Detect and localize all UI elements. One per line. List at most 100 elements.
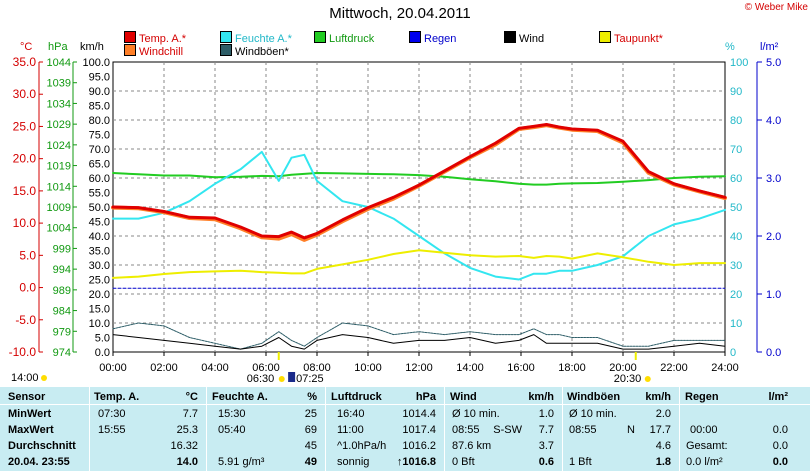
temp-tick-label: 0.0 [19, 281, 36, 295]
humidity-tick-label: 80 [730, 115, 742, 127]
copyright-label: © Weber Mike [744, 2, 808, 13]
gust-info: 08:55 [569, 424, 597, 436]
legend-windchill: Windchill [124, 44, 184, 58]
wind-axis-unit: km/h [80, 41, 104, 53]
row-label: 20.04. 23:55 [8, 456, 70, 468]
gust-beaufort: 1 Bft [569, 456, 592, 468]
gust-value: 17.7 [649, 424, 671, 436]
pressure-tick-label: 1014 [47, 181, 71, 193]
header-rain: Regen [685, 391, 719, 403]
pressure-value: 1014.4 [402, 408, 436, 420]
wind-tick-label: 30.0 [89, 260, 110, 272]
table-divider [679, 387, 680, 471]
temp-time: 07:30 [98, 408, 126, 420]
temp-value: 16.32 [170, 440, 198, 452]
wind-value: 1.0 [538, 408, 554, 420]
gust-value: 1.8 [655, 456, 671, 468]
legend-temp-swatch [124, 31, 136, 43]
humidity-tick-label: 0 [730, 347, 736, 359]
rain-total-label: Gesamt: [686, 440, 728, 452]
rain-tick-label: 3.0 [766, 173, 781, 185]
temp-value: 7.7 [182, 408, 198, 420]
legend-dewpoint-swatch [599, 31, 611, 43]
wind-tick-label: 100.0 [82, 57, 110, 69]
pressure-value: 1016.2 [402, 440, 436, 452]
humidity-tick-label: 40 [730, 231, 742, 243]
wind-tick-label: 0.0 [95, 347, 110, 359]
header-humidity-unit: % [307, 391, 317, 403]
temp-tick-label: 30.0 [13, 87, 37, 101]
wind-tick-label: 95.0 [89, 72, 110, 84]
legend-gusts: Windböen* [220, 44, 289, 58]
header-pressure-unit: hPa [415, 391, 436, 403]
pressure-axis-unit: hPa [48, 41, 68, 53]
pressure-tick-label: 1009 [47, 202, 71, 214]
wind-distance: 87.6 km [452, 440, 492, 452]
humidity-tick-label: 70 [730, 144, 742, 156]
wind-tick-label: 50.0 [89, 202, 110, 214]
x-tick-label: 06:00 [252, 362, 280, 374]
humidity-value: 25 [304, 408, 317, 420]
wind-value: 7.7 [538, 424, 554, 436]
series-line-feuchte-a [112, 150, 726, 281]
temp-value: 25.3 [176, 424, 198, 436]
rain-value: 0.0 [772, 424, 788, 436]
sun-icon [644, 376, 651, 382]
sun-icon [278, 376, 285, 382]
series-line-temp-a [111, 123, 727, 240]
humidity-tick-label: 10 [730, 318, 742, 330]
legend-rain-label: Regen [424, 33, 457, 45]
row-label: Durchschnitt [8, 440, 76, 452]
header-humidity: Feuchte A. [212, 391, 268, 403]
legend-rain: Regen [409, 31, 457, 45]
table-divider [562, 387, 563, 471]
chart-title: Mittwoch, 20.04.2011 [329, 5, 471, 22]
gust-info: Ø 10 min. [569, 408, 617, 420]
wind-value: 0.6 [538, 456, 554, 468]
summary-table: Sensor Temp. A. °C Feuchte A. % Luftdruc… [0, 387, 810, 471]
humidity-time: 15:30 [218, 408, 246, 420]
header-wind-unit: km/h [528, 391, 554, 403]
temp-tick-label: 5.0 [19, 248, 36, 262]
humidity-axis-unit: % [725, 41, 735, 53]
table-divider [325, 387, 326, 471]
weather-chart: °C hPa km/h% l/m² 35.0 30.0 25.0 20.0 15.0 10.0 5.… [9, 41, 782, 385]
legend-pressure-label: Luftdruck [329, 33, 375, 45]
row-label: MinWert [8, 408, 52, 420]
legend-humidity-label: Feuchte A.* [235, 33, 292, 45]
moonrise-label: 07:25 [296, 373, 324, 385]
rain-tick-label: 2.0 [766, 231, 781, 243]
legend-wind-swatch [504, 31, 516, 43]
header-sensor: Sensor [8, 391, 46, 403]
header-pressure: Luftdruck [331, 391, 382, 403]
legend-windchill-label: Windchill [139, 46, 184, 58]
x-tick-label: 16:00 [507, 362, 535, 374]
humidity-value: 69 [304, 424, 317, 436]
header-gusts-unit: km/h [645, 391, 671, 403]
pressure-tick-label: 1029 [47, 119, 71, 131]
pressure-tick-label: 979 [53, 326, 71, 338]
humidity-value: 49 [304, 456, 317, 468]
header-rain-unit: l/m² [768, 391, 788, 403]
legend-windchill-swatch [124, 44, 136, 56]
pressure-tick-label: 984 [53, 306, 71, 318]
wind-value: 3.7 [538, 440, 554, 452]
sunset-label: 20:30 [614, 373, 642, 385]
table-divider [0, 404, 810, 405]
wind-beaufort: 0 Bft [452, 456, 475, 468]
moonset-label: 14:00 [11, 372, 39, 384]
x-tick-label: 14:00 [456, 362, 484, 374]
pressure-time: 11:00 [337, 424, 364, 436]
rain-tick-label: 4.0 [766, 115, 781, 127]
legend-humidity: Feuchte A.* [220, 31, 292, 45]
humidity-tick-label: 20 [730, 289, 742, 301]
legend-pressure-swatch [314, 31, 326, 43]
pressure-tick-label: 1024 [47, 140, 71, 152]
series-line-windb-en [112, 322, 726, 350]
x-tick-label: 18:00 [558, 362, 586, 374]
wind-tick-label: 90.0 [89, 86, 110, 98]
series-line-luftdruck [112, 172, 726, 186]
temp-tick-label: 20.0 [13, 152, 37, 166]
humidity-tick-label: 100 [730, 57, 748, 69]
gust-direction: N [627, 424, 635, 436]
